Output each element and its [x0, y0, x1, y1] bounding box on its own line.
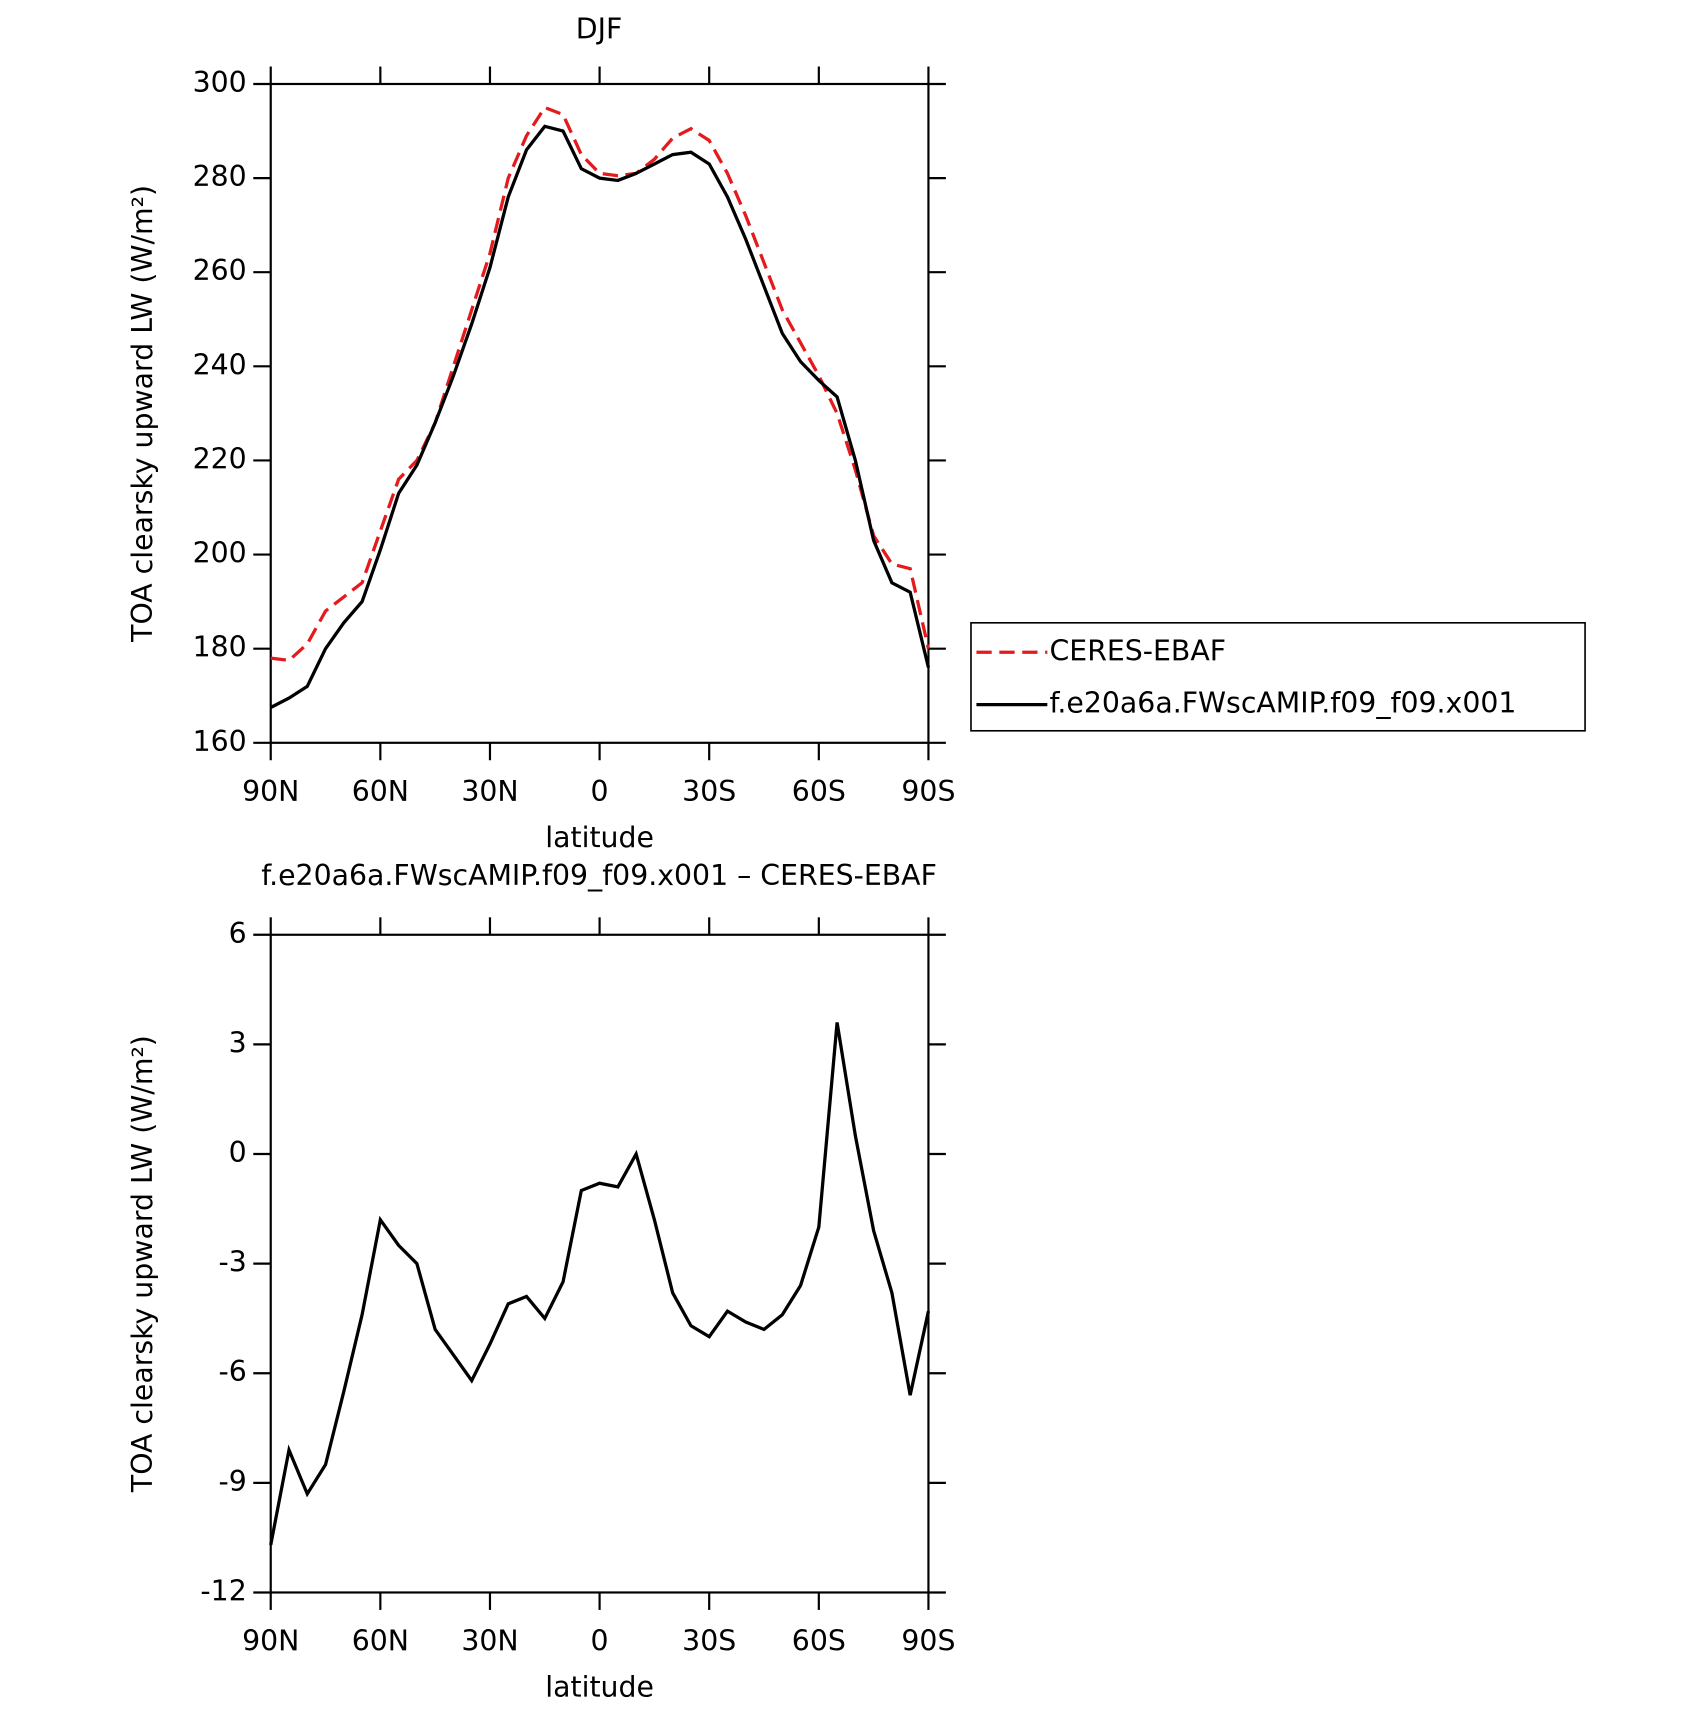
x-tick-label: 90S	[901, 775, 955, 808]
legend-box	[970, 621, 1586, 732]
y-tick-label: 3	[229, 1026, 247, 1059]
legend-label: CERES-EBAF	[1050, 634, 1227, 667]
y-tick-label: 260	[193, 254, 247, 287]
x-tick-label: 60N	[352, 775, 409, 808]
x-tick-label: 30N	[461, 1625, 518, 1658]
y-tick-label: 0	[229, 1136, 247, 1169]
series-line	[269, 124, 931, 709]
x-tick-label: 0	[591, 775, 609, 808]
y-tick-label: -12	[200, 1574, 246, 1607]
y-tick-label: 220	[193, 442, 247, 475]
x-axis-label: latitude	[545, 821, 654, 854]
y-tick-label: 180	[193, 631, 247, 664]
x-tick-label: 90N	[242, 1625, 299, 1658]
chart-title: f.e20a6a.FWscAMIP.f09_f09.x001 – CERES-E…	[261, 859, 937, 892]
x-tick-label: 30N	[461, 775, 518, 808]
legend-label: f.e20a6a.FWscAMIP.f09_f09.x001	[1050, 687, 1517, 720]
x-tick-label: 60S	[792, 775, 846, 808]
x-tick-label: 60N	[352, 1625, 409, 1658]
x-axis-label: latitude	[545, 1670, 654, 1703]
x-tick-label: 90N	[242, 775, 299, 808]
y-tick-label: 280	[193, 160, 247, 193]
y-axis-label: TOA clearsky upward LW (W/m²)	[126, 1035, 159, 1493]
x-tick-label: 30S	[682, 1625, 736, 1658]
plot-frame	[269, 933, 930, 1594]
chart-title: DJF	[576, 13, 623, 46]
y-tick-label: -9	[218, 1465, 246, 1498]
y-tick-label: 240	[193, 348, 247, 381]
y-axis-label: TOA clearsky upward LW (W/m²)	[126, 185, 159, 643]
x-tick-label: 60S	[792, 1625, 846, 1658]
y-tick-label: 200	[193, 537, 247, 570]
x-tick-label: 0	[591, 1625, 609, 1658]
x-tick-label: 30S	[682, 775, 736, 808]
y-tick-label: -6	[218, 1355, 246, 1388]
y-tick-label: 6	[229, 917, 247, 950]
y-tick-label: 300	[193, 66, 247, 99]
series-line	[269, 1022, 931, 1546]
y-tick-label: -3	[218, 1246, 246, 1279]
y-tick-label: 160	[193, 725, 247, 758]
x-tick-label: 90S	[901, 1625, 955, 1658]
plot-frame	[269, 82, 930, 744]
